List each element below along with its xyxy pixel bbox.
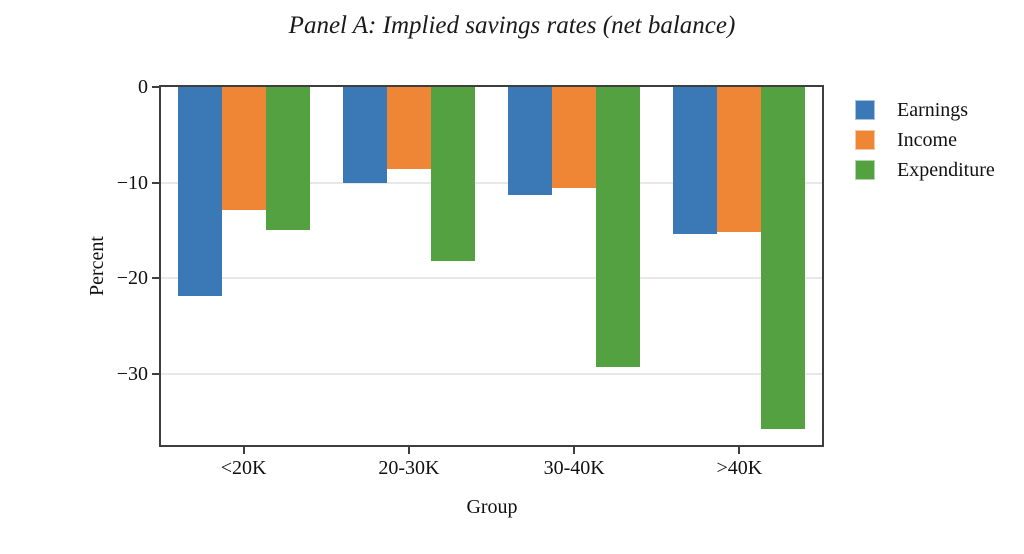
bar-income->40K [717,87,762,232]
legend-item-earnings: Earnings [855,98,995,121]
legend-label-expenditure: Expenditure [897,158,995,181]
gridline [161,277,822,280]
chart-title: Panel A: Implied savings rates (net bala… [288,12,736,39]
bar-expenditure-20-30K [430,87,475,262]
legend-item-expenditure: Expenditure [855,158,995,181]
bar-income-30-40K [552,87,597,188]
y-tick-mark [152,86,161,88]
legend-item-income: Income [855,128,995,151]
bar-expenditure-30-40K [596,87,641,367]
legend-label-income: Income [897,128,957,151]
x-tick-mark [407,447,410,454]
legend-swatch-income [855,130,875,150]
bar-income-20-30K [386,87,431,170]
bar-expenditure->40K [761,87,806,429]
legend-label-earnings: Earnings [897,98,969,121]
bar-earnings-30-40K [508,87,553,196]
y-tick-label: 0 [138,76,148,98]
legend-swatch-expenditure [855,160,875,180]
y-axis-title: Percent [86,236,108,296]
bar-income-<20K [221,87,266,210]
x-axis-title: Group [466,496,518,518]
bar-expenditure-<20K [265,87,310,230]
legend: Earnings Income Expenditure [855,98,995,190]
bar-earnings-20-30K [342,87,387,183]
x-tick-label: 20-30K [378,457,440,479]
plot-area [161,87,822,445]
y-tick-label: −20 [116,267,148,290]
bar-earnings-<20K [177,87,222,296]
y-tick-mark [152,373,161,376]
y-tick-mark [152,277,161,280]
x-tick-label: >40K [716,457,763,479]
bar-earnings->40K [673,87,718,235]
x-tick-label: <20K [220,457,267,479]
y-tick-label: −30 [116,363,148,386]
x-tick-mark [573,447,576,454]
x-tick-mark [738,447,741,454]
gridline [161,181,822,184]
y-tick-mark [152,181,161,184]
gridline [161,373,822,376]
x-tick-mark [242,447,245,454]
y-tick-label: −10 [116,171,148,194]
legend-swatch-earnings [855,100,875,120]
x-tick-label: 30-40K [543,457,605,479]
